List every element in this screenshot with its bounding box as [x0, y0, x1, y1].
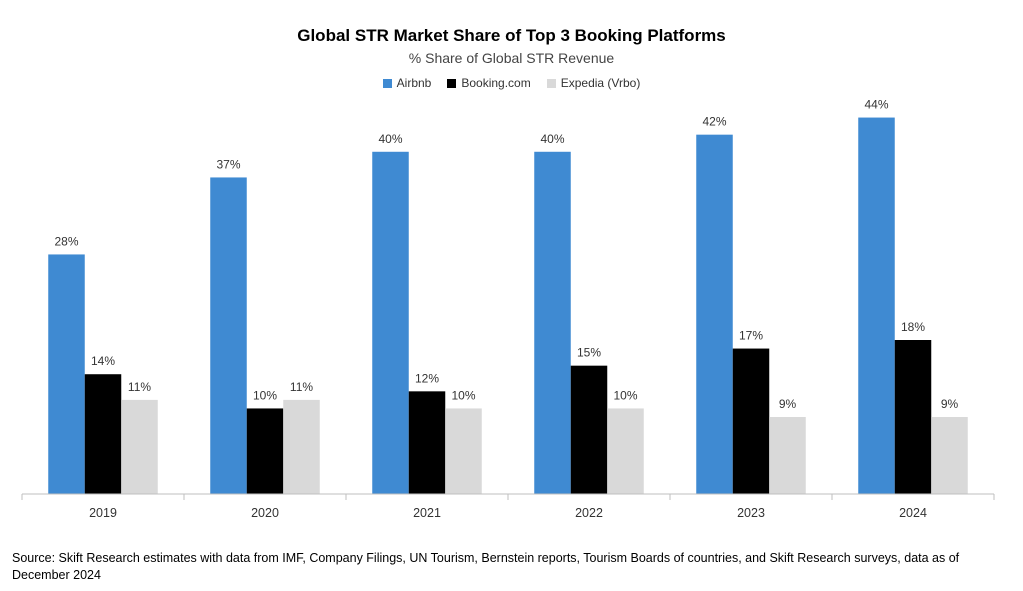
- x-tick-label-2024: 2024: [899, 506, 927, 520]
- legend-swatch-airbnb: [382, 78, 392, 88]
- data-label-expedia-2022: 10%: [613, 388, 637, 402]
- bar-booking-2023: [732, 348, 770, 494]
- bar-airbnb-2020: [210, 177, 247, 494]
- data-label-expedia-2024: 9%: [941, 397, 959, 411]
- x-tick-label-2021: 2021: [413, 506, 441, 520]
- bar-booking-2020: [246, 408, 284, 494]
- data-label-airbnb-2020: 37%: [216, 157, 240, 171]
- source-note: Source: Skift Research estimates with da…: [12, 551, 960, 582]
- data-label-airbnb-2022: 40%: [540, 132, 564, 146]
- x-tick-label-2022: 2022: [575, 506, 603, 520]
- bar-expedia-2021: [445, 408, 482, 494]
- data-label-expedia-2020: 11%: [290, 380, 313, 394]
- data-label-airbnb-2023: 42%: [702, 115, 726, 129]
- legend-swatch-booking: [447, 78, 457, 88]
- data-label-booking-2024: 18%: [901, 320, 925, 334]
- bar-airbnb-2022: [534, 151, 571, 494]
- legend-item-expedia: Expedia (Vrbo): [546, 76, 641, 90]
- bar-airbnb-2021: [372, 151, 409, 494]
- bar-booking-2019: [84, 374, 122, 494]
- data-label-booking-2019: 14%: [91, 354, 115, 368]
- data-label-airbnb-2021: 40%: [378, 132, 402, 146]
- bar-expedia-2024: [931, 417, 968, 494]
- x-tick-label-2023: 2023: [737, 506, 765, 520]
- bar-booking-2021: [408, 391, 446, 494]
- data-label-expedia-2021: 10%: [451, 388, 475, 402]
- bar-booking-2022: [570, 365, 608, 494]
- data-label-booking-2020: 10%: [253, 388, 277, 402]
- data-label-airbnb-2019: 28%: [54, 234, 78, 248]
- bar-expedia-2020: [283, 399, 320, 494]
- bar-expedia-2019: [121, 399, 158, 494]
- data-label-expedia-2019: 11%: [128, 380, 151, 394]
- data-label-booking-2021: 12%: [415, 371, 439, 385]
- bar-booking-2024: [894, 340, 932, 494]
- legend-label-booking: Booking.com: [461, 76, 531, 90]
- legend-label-airbnb: Airbnb: [396, 76, 432, 90]
- legend: Airbnb Booking.com Expedia (Vrbo): [0, 76, 1023, 90]
- bar-airbnb-2019: [48, 254, 85, 494]
- bar-airbnb-2023: [696, 134, 733, 494]
- bar-expedia-2022: [607, 408, 644, 494]
- x-tick-label-2019: 2019: [89, 506, 117, 520]
- bar-expedia-2023: [769, 417, 806, 494]
- legend-label-expedia: Expedia (Vrbo): [560, 76, 641, 90]
- legend-item-airbnb: Airbnb: [382, 76, 432, 90]
- chart-subtitle: % Share of Global STR Revenue: [408, 50, 615, 66]
- data-label-airbnb-2024: 44%: [864, 98, 888, 112]
- legend-item-booking: Booking.com: [447, 76, 531, 90]
- chart-title: Global STR Market Share of Top 3 Booking…: [297, 26, 726, 45]
- x-tick-label-2020: 2020: [251, 506, 279, 520]
- data-label-booking-2022: 15%: [577, 346, 601, 360]
- data-label-booking-2023: 17%: [739, 329, 763, 343]
- data-label-expedia-2023: 9%: [779, 397, 797, 411]
- bar-airbnb-2024: [858, 117, 895, 495]
- legend-swatch-expedia: [546, 78, 556, 88]
